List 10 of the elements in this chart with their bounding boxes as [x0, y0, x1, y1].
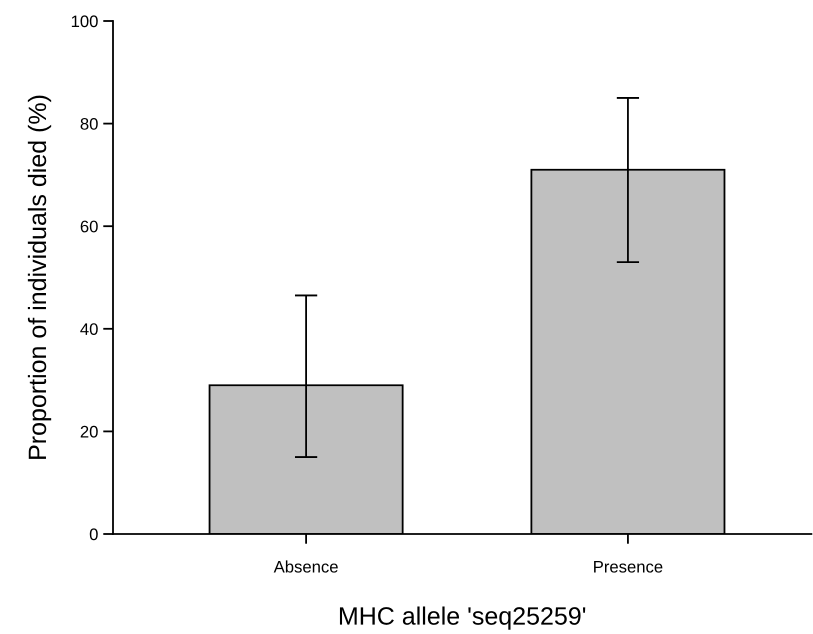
y-tick-label: 0	[90, 528, 98, 540]
y-tick-label: 80	[80, 118, 98, 130]
x-tick-label: Presence	[594, 561, 662, 573]
y-axis-title: Proportion of individuals died (%)	[28, 96, 52, 459]
x-tick-label: Absence	[274, 560, 338, 573]
y-tick-label: 20	[80, 426, 98, 438]
x-axis-title: MHC allele 'seq25259'	[340, 606, 586, 630]
y-tick-label: 60	[80, 220, 98, 232]
y-tick-label: 100	[72, 15, 98, 28]
y-tick-label: 40	[80, 323, 98, 336]
